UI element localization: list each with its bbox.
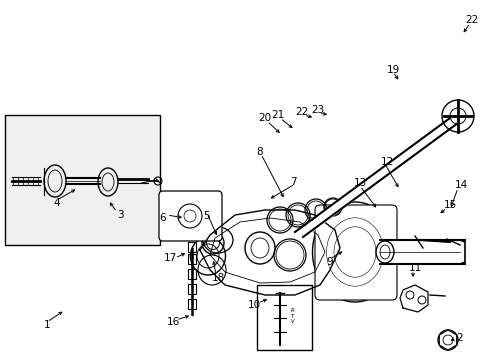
Bar — [185, 228, 196, 236]
Text: 22: 22 — [295, 107, 308, 117]
Text: 8: 8 — [256, 147, 263, 157]
Bar — [187, 254, 196, 264]
Polygon shape — [294, 115, 454, 237]
Text: 12: 12 — [380, 157, 393, 167]
Text: 14: 14 — [453, 180, 467, 190]
FancyBboxPatch shape — [314, 205, 396, 300]
Text: 11: 11 — [407, 263, 421, 273]
Text: 16: 16 — [166, 317, 179, 327]
Text: 4: 4 — [54, 198, 60, 208]
Text: 6: 6 — [160, 213, 166, 223]
Bar — [187, 269, 196, 279]
Text: 9: 9 — [326, 257, 333, 267]
Text: 5: 5 — [203, 211, 210, 221]
Text: 20: 20 — [258, 113, 271, 123]
Text: 21: 21 — [271, 110, 284, 120]
Bar — [5, 115, 160, 245]
Text: 23: 23 — [311, 105, 324, 115]
Text: 13: 13 — [353, 178, 366, 188]
FancyBboxPatch shape — [159, 191, 222, 241]
Text: 22: 22 — [465, 15, 478, 25]
Bar — [187, 242, 196, 252]
Bar — [187, 284, 196, 294]
Text: 15: 15 — [443, 200, 456, 210]
Text: 18: 18 — [211, 273, 224, 283]
Text: 19: 19 — [386, 65, 399, 75]
Bar — [187, 299, 196, 309]
Text: 3: 3 — [117, 210, 123, 220]
Text: 7: 7 — [289, 177, 296, 187]
Text: 17: 17 — [163, 253, 176, 263]
Text: 1: 1 — [43, 320, 50, 330]
Bar — [257, 285, 311, 350]
Text: 10: 10 — [247, 300, 260, 310]
Text: R
T
V: R T V — [290, 308, 294, 324]
Text: 2: 2 — [456, 333, 462, 343]
